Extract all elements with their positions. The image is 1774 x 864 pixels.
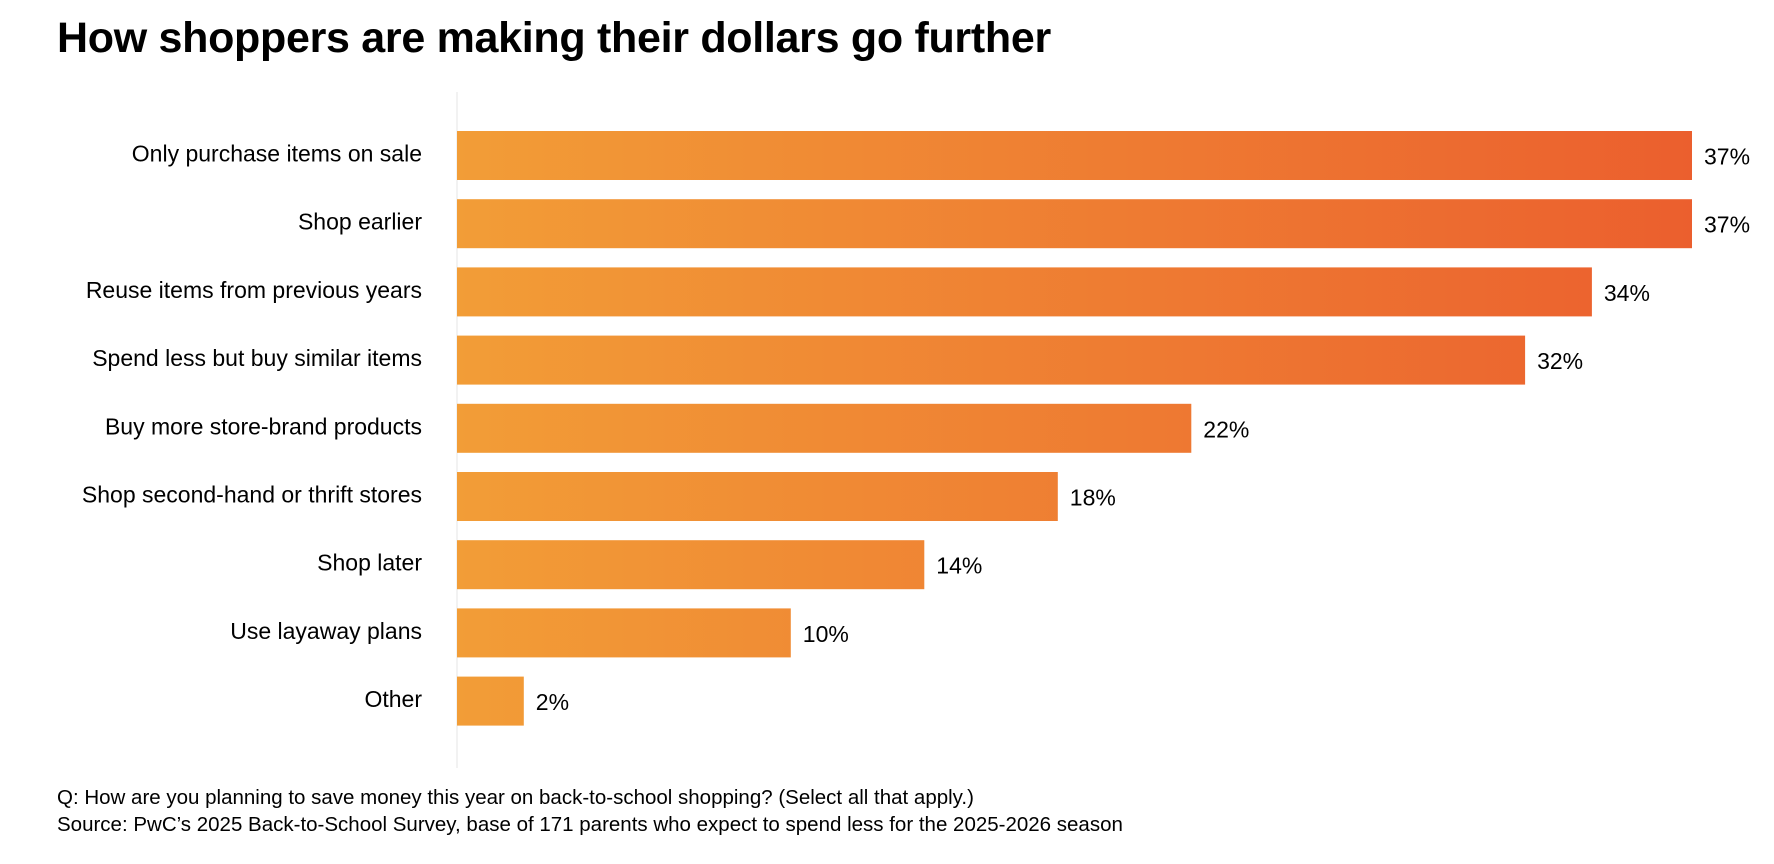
category-label-buy-more-store-brand-products: Buy more store-brand products	[105, 413, 422, 439]
value-label-shop-earlier: 37%	[1704, 212, 1750, 238]
source-note: Source: PwC’s 2025 Back-to-School Survey…	[57, 813, 1123, 836]
category-label-spend-less-but-buy-similar-items: Spend less but buy similar items	[92, 345, 422, 371]
bar-shop-later	[457, 540, 925, 590]
value-label-use-layaway-plans: 10%	[803, 621, 849, 647]
bar-chart: Only purchase items on sale 37% Shop earli…	[82, 92, 1750, 768]
value-label-spend-less-but-buy-similar-items: 32%	[1537, 348, 1583, 374]
category-label-shop-second-hand-or-thrift-stores: Shop second-hand or thrift stores	[82, 482, 422, 508]
value-label-other: 2%	[536, 689, 569, 715]
bar-spend-less-but-buy-similar-items	[457, 335, 1526, 385]
bar-buy-more-store-brand-products	[457, 403, 1192, 453]
bar-use-layaway-plans	[457, 608, 791, 658]
category-label-only-purchase-items-on-sale: Only purchase items on sale	[132, 141, 422, 167]
value-label-only-purchase-items-on-sale: 37%	[1704, 144, 1750, 170]
category-label-shop-earlier: Shop earlier	[298, 209, 422, 235]
bar-shop-second-hand-or-thrift-stores	[457, 472, 1058, 521]
bar-other	[457, 676, 524, 726]
chart-title: How shoppers are making their dollars go…	[57, 14, 1051, 62]
value-label-shop-second-hand-or-thrift-stores: 18%	[1070, 485, 1116, 511]
value-label-buy-more-store-brand-products: 22%	[1203, 416, 1249, 442]
category-label-other: Other	[364, 686, 422, 712]
category-label-shop-later: Shop later	[317, 550, 422, 576]
value-label-reuse-items-from-previous-years: 34%	[1604, 280, 1650, 306]
value-label-shop-later: 14%	[936, 553, 982, 579]
category-label-use-layaway-plans: Use layaway plans	[230, 618, 422, 644]
bars-layer: Only purchase items on sale 37% Shop earli…	[82, 131, 1750, 726]
bar-reuse-items-from-previous-years	[457, 267, 1592, 317]
category-label-reuse-items-from-previous-years: Reuse items from previous years	[86, 277, 422, 303]
bar-shop-earlier	[457, 199, 1692, 249]
bar-only-purchase-items-on-sale	[457, 131, 1692, 180]
survey-question-note: Q: How are you planning to save money th…	[57, 786, 974, 809]
